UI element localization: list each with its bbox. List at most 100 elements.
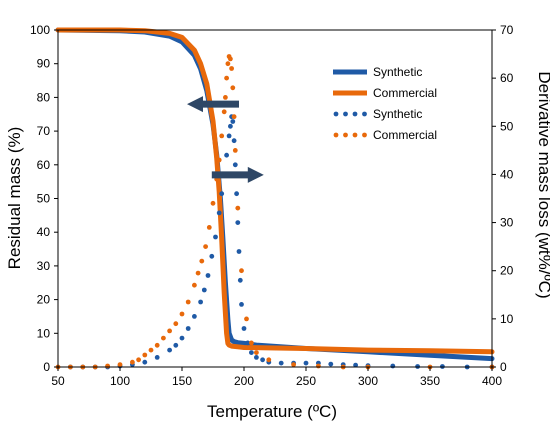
x-tick-label: 300 — [358, 374, 378, 388]
data-point — [230, 119, 236, 124]
data-point — [216, 157, 222, 163]
legend-label: Commercial — [373, 86, 437, 100]
series-dots-synthetic-derivative — [68, 114, 495, 370]
y2-tick-label: 0 — [500, 360, 507, 374]
x-tick-label: 350 — [420, 374, 440, 388]
legend-swatch-dot — [343, 111, 348, 117]
data-point — [235, 220, 241, 226]
data-point — [173, 342, 179, 348]
data-point — [245, 340, 251, 346]
data-point — [219, 133, 225, 139]
y-tick-label: 70 — [37, 124, 51, 138]
y2-tick-label: 20 — [500, 264, 514, 278]
arrow-left-icon — [187, 96, 239, 113]
data-point — [235, 205, 241, 211]
y-tick-label: 0 — [43, 360, 50, 374]
data-point — [142, 359, 148, 365]
data-point — [130, 359, 135, 365]
plot-frame — [57, 29, 493, 368]
data-point — [167, 328, 173, 334]
data-point — [228, 123, 233, 129]
legend-label: Commercial — [373, 128, 437, 142]
legend-swatch-dot — [352, 132, 358, 138]
data-point — [210, 200, 216, 206]
y2-tick-label: 50 — [500, 119, 514, 133]
y2-tick-label: 30 — [500, 216, 514, 230]
data-point — [173, 321, 179, 327]
data-point — [206, 225, 212, 230]
legend-item: Synthetic — [333, 65, 422, 79]
data-point — [236, 249, 242, 254]
data-point — [192, 314, 197, 319]
legend-item: Commercial — [333, 86, 437, 100]
data-point — [203, 244, 209, 250]
x-tick-label: 50 — [51, 374, 65, 388]
data-point — [232, 148, 238, 153]
x-axis-title: Temperature (ºC) — [207, 402, 337, 421]
data-point — [161, 335, 166, 341]
data-point — [316, 363, 321, 369]
legend-swatch-dot — [352, 111, 358, 117]
data-point — [249, 350, 254, 355]
data-point — [179, 311, 185, 317]
data-point — [226, 133, 232, 139]
data-point — [390, 363, 396, 369]
data-point — [213, 234, 218, 240]
data-point — [205, 273, 211, 278]
data-point — [201, 287, 207, 293]
series-dots-commercial-derivative — [55, 54, 495, 370]
data-point — [231, 138, 237, 144]
data-point — [244, 316, 249, 322]
data-point — [225, 61, 231, 67]
data-point — [249, 340, 254, 346]
legend-swatch-dot — [343, 132, 348, 138]
y-tick-label: 100 — [30, 23, 50, 37]
arrow-right-icon — [211, 166, 264, 183]
series-line-synthetic-mass — [55, 27, 495, 362]
data-point — [353, 362, 358, 368]
y2-tick-label: 10 — [500, 312, 514, 326]
data-point — [278, 360, 284, 366]
data-point — [228, 56, 233, 62]
legend-swatch-dot — [333, 111, 339, 117]
data-point — [230, 85, 236, 91]
y-axis-title: Residual mass (%) — [5, 127, 24, 270]
legend-item: Synthetic — [333, 107, 422, 121]
data-point — [185, 326, 191, 331]
x-tick-label: 250 — [296, 374, 316, 388]
data-point — [224, 75, 230, 81]
y-tick-label: 30 — [37, 259, 51, 273]
x-tick-label: 150 — [172, 374, 192, 388]
y2-tick-label: 40 — [500, 167, 514, 181]
data-point — [199, 258, 205, 264]
data-point — [136, 357, 142, 363]
y2-tick-label: 70 — [500, 23, 514, 37]
data-point — [260, 357, 265, 363]
y-tick-label: 60 — [37, 158, 51, 172]
data-point — [254, 350, 259, 355]
data-point — [237, 277, 243, 283]
data-point — [167, 347, 173, 353]
data-point — [234, 191, 240, 197]
y2-axis-title: Derivative mass loss (wt%/ºC) — [535, 71, 550, 298]
x-tick-label: 100 — [110, 374, 130, 388]
data-point — [195, 270, 201, 276]
x-tick-label: 200 — [234, 374, 254, 388]
data-point — [254, 355, 259, 360]
legend-label: Synthetic — [373, 65, 422, 79]
data-point — [223, 95, 228, 100]
data-point — [148, 347, 154, 353]
data-point — [221, 109, 227, 115]
data-point — [142, 352, 148, 358]
data-point — [232, 162, 238, 168]
data-point — [179, 335, 185, 341]
data-point — [328, 361, 334, 367]
legend-item: Commercial — [333, 128, 437, 142]
data-point — [185, 299, 191, 305]
legend-swatch-dot — [333, 132, 339, 138]
data-point — [154, 355, 160, 360]
data-point — [198, 299, 204, 305]
data-point — [192, 282, 197, 288]
